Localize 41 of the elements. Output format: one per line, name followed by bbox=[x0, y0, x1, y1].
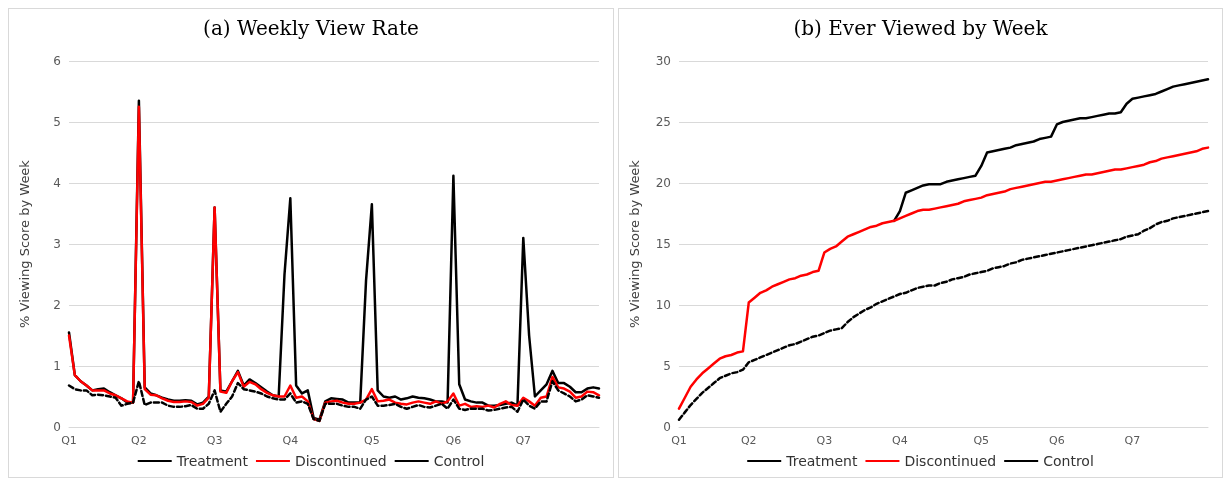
y-tick-label: 15 bbox=[655, 237, 671, 251]
line-series bbox=[677, 146, 1210, 410]
x-tick-label: Q2 bbox=[131, 434, 147, 447]
x-tick-label: Q7 bbox=[515, 434, 532, 447]
x-tick-label: Q3 bbox=[816, 434, 833, 447]
x-tick-label: Q1 bbox=[671, 434, 687, 447]
chart-title: (a) Weekly View Rate bbox=[203, 16, 419, 40]
legend-label: Discontinued bbox=[294, 453, 387, 469]
y-tick-label: 25 bbox=[655, 115, 671, 129]
x-tick-label: Q6 bbox=[445, 434, 462, 447]
y-tick-label: 0 bbox=[663, 420, 671, 434]
y-tick-label: 10 bbox=[655, 298, 671, 312]
x-tick-label: Q2 bbox=[740, 434, 757, 447]
x-tick-label: Q3 bbox=[206, 434, 223, 447]
x-tick-label: Q6 bbox=[1049, 434, 1065, 447]
x-tick-label: Q5 bbox=[364, 434, 380, 447]
y-axis-title: % Viewing Score by Week bbox=[17, 159, 32, 328]
legend-label: Discontinued bbox=[904, 453, 997, 469]
chart-title: (b) Ever Viewed by Week bbox=[793, 16, 1049, 40]
legend-label: Treatment bbox=[785, 453, 858, 469]
y-tick-label: 0 bbox=[53, 420, 61, 434]
y-tick-label: 4 bbox=[53, 176, 61, 190]
legend-label: Treatment bbox=[175, 453, 249, 469]
y-tick-label: 5 bbox=[663, 359, 671, 373]
y-tick-label: 30 bbox=[655, 54, 671, 68]
y-axis-title: % Viewing Score by Week bbox=[627, 159, 642, 328]
line-series bbox=[892, 78, 1210, 223]
legend-label: Control bbox=[433, 453, 485, 469]
y-tick-label: 2 bbox=[53, 298, 61, 312]
x-tick-label: Q4 bbox=[892, 434, 908, 447]
x-tick-label: Q7 bbox=[1124, 434, 1141, 447]
legend-label: Control bbox=[1043, 453, 1094, 469]
y-tick-label: 6 bbox=[53, 54, 61, 68]
y-tick-label: 1 bbox=[53, 359, 61, 373]
y-tick-label: 20 bbox=[655, 176, 671, 190]
x-tick-label: Q1 bbox=[61, 434, 77, 447]
x-tick-label: Q4 bbox=[282, 434, 299, 447]
y-tick-label: 3 bbox=[53, 237, 61, 251]
line-series bbox=[677, 209, 1210, 421]
y-tick-label: 5 bbox=[53, 115, 61, 129]
x-tick-label: Q5 bbox=[973, 434, 990, 447]
